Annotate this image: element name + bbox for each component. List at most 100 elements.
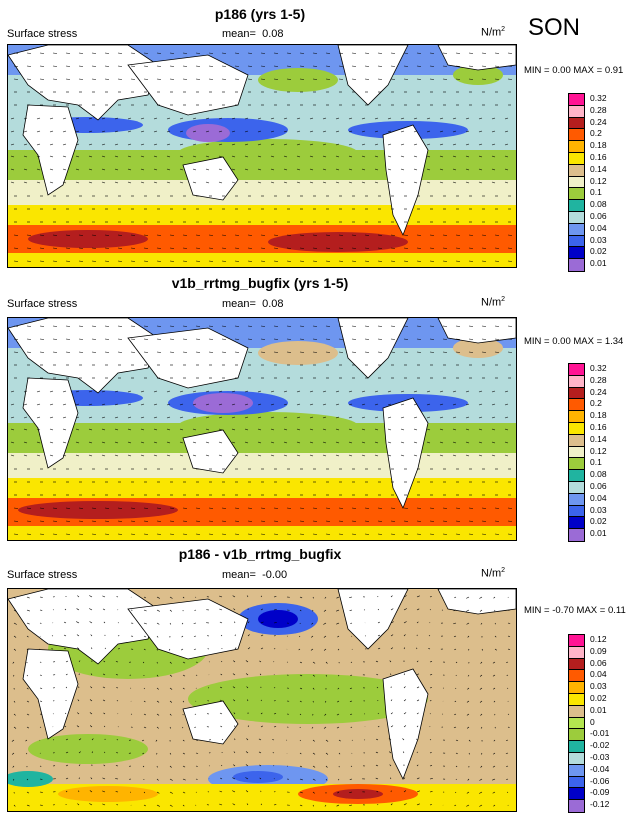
wind-vector (26, 700, 30, 703)
wind-vector (244, 168, 249, 171)
wind-vector (507, 78, 513, 80)
wind-vector (335, 416, 340, 419)
colorbar-label: 0.03 (590, 234, 607, 245)
wind-vector (309, 168, 314, 171)
wind-vector (494, 648, 497, 651)
wind-vector (260, 234, 266, 236)
wind-vector (377, 234, 383, 236)
wind-vector (64, 608, 67, 611)
wind-vector (452, 117, 457, 120)
wind-vector (429, 507, 435, 509)
wind-vector (26, 65, 32, 67)
wind-vector (205, 130, 210, 133)
wind-vector (245, 777, 249, 780)
wind-vector (179, 181, 184, 184)
wind-vector (101, 454, 106, 457)
wind-vector (335, 181, 340, 184)
wind-vector (36, 117, 41, 120)
wind-vector (286, 65, 292, 67)
panel-2-min-label: MIN = (524, 336, 550, 347)
colorbar-label: -0.03 (590, 751, 610, 762)
wind-vector (49, 390, 54, 393)
wind-vector (286, 260, 292, 262)
wind-vector (143, 648, 146, 651)
wind-vector (232, 595, 236, 598)
wind-vector (403, 507, 409, 509)
wind-vector (114, 143, 119, 146)
panel-1-units: N/m2 (481, 26, 505, 39)
wind-vector (283, 390, 288, 393)
wind-vector (507, 713, 510, 715)
wind-vector (504, 130, 509, 133)
wind-vector (221, 65, 227, 67)
wind-vector (413, 181, 418, 184)
colorbar-swatch (569, 646, 584, 659)
wind-vector (104, 647, 107, 650)
wind-vector (117, 325, 123, 327)
wind-vector (325, 65, 331, 67)
wind-vector (390, 647, 393, 650)
wind-vector (49, 181, 54, 184)
wind-vector (442, 65, 448, 67)
wind-vector (245, 764, 249, 767)
wind-vector (312, 674, 315, 677)
wind-vector (221, 764, 223, 767)
wind-vector (439, 117, 444, 120)
wind-vector (75, 390, 80, 393)
wind-vector (429, 65, 435, 67)
wind-vector (192, 130, 197, 133)
wind-vector (389, 764, 392, 767)
wind-vector (465, 428, 470, 431)
wind-vector (192, 155, 197, 158)
wind-vector (325, 260, 331, 262)
wind-vector (101, 390, 106, 393)
wind-vector (478, 155, 483, 158)
wind-vector (272, 752, 275, 754)
wind-vector (231, 181, 236, 184)
wind-vector (506, 661, 509, 663)
colorbar-swatch (569, 117, 584, 130)
colorbar-label: 0.09 (590, 645, 607, 656)
wind-vector (504, 428, 509, 431)
wind-vector (78, 660, 81, 663)
panel-2-mean-label: mean= (222, 298, 256, 310)
wind-vector (13, 713, 16, 716)
colorbar-swatch (569, 800, 584, 812)
wind-vector (127, 168, 132, 171)
wind-vector (140, 403, 145, 406)
wind-vector (195, 351, 201, 353)
wind-vector (208, 65, 214, 67)
colorbar-swatch (569, 387, 584, 400)
wind-vector (322, 454, 327, 457)
wind-vector (114, 454, 119, 457)
wind-vector (389, 777, 392, 780)
wind-vector (325, 234, 331, 236)
wind-vector (36, 454, 41, 457)
wind-vector (507, 260, 513, 262)
wind-vector (481, 52, 487, 54)
wind-vector (127, 416, 132, 419)
wind-vector (361, 390, 366, 393)
wind-vector (468, 351, 474, 353)
wind-vector (322, 117, 327, 120)
colorbar-swatch (569, 481, 584, 494)
wind-vector (219, 621, 223, 624)
wind-vector (142, 765, 145, 768)
colorbar-swatch (569, 422, 584, 435)
wind-vector (336, 713, 340, 716)
colorbar-label: 0.03 (590, 681, 607, 692)
wind-vector (403, 621, 407, 624)
wind-vector (89, 725, 93, 728)
wind-vector (179, 130, 184, 133)
wind-vector (465, 416, 470, 419)
wind-vector (455, 520, 461, 522)
wind-vector (376, 686, 379, 689)
wind-vector (377, 520, 383, 522)
wind-vector (491, 181, 496, 184)
colorbar-swatch (569, 693, 584, 706)
wind-vector (257, 390, 262, 393)
wind-vector (192, 454, 197, 457)
wind-vector (168, 648, 171, 651)
wind-vector (192, 416, 197, 419)
wind-vector (416, 78, 422, 80)
